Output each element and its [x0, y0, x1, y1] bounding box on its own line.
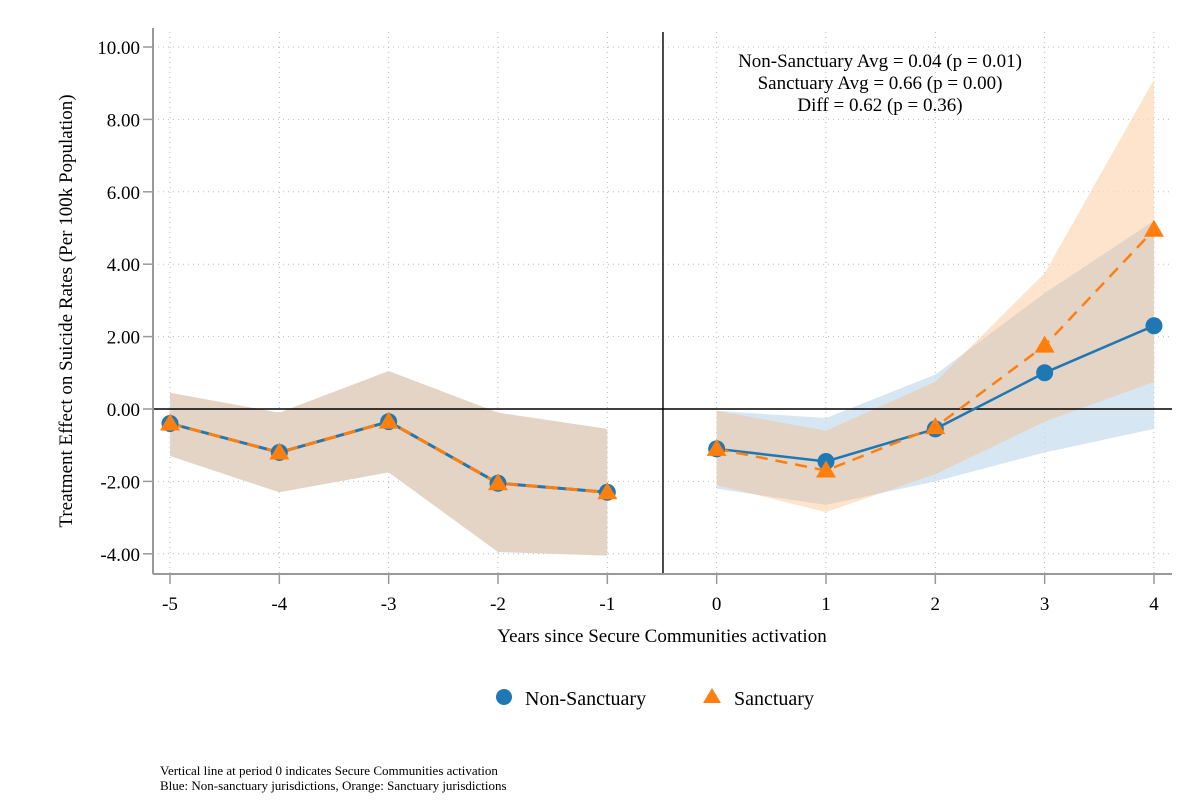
marker-sanctuary: [160, 413, 180, 431]
x-tick-label: -4: [271, 594, 287, 615]
x-tick-label: 4: [1149, 594, 1159, 615]
x-axis-ticks: -5 -4 -3 -2 -1 0 1 2 3 4: [162, 574, 1159, 615]
confidence-bands: [170, 79, 1154, 556]
series-markers: [160, 219, 1164, 501]
marker-sanctuary: [269, 442, 290, 460]
marker-sanctuary: [1034, 335, 1055, 353]
x-tick-label: -1: [599, 594, 615, 615]
marker-sanctuary: [378, 411, 399, 429]
marker-non-sanctuary: [1036, 364, 1054, 382]
y-tick-label: 8.00: [107, 110, 140, 131]
x-tick-label: 2: [931, 594, 941, 615]
y-tick-label: 4.00: [107, 255, 140, 276]
x-tick-label: 1: [821, 594, 831, 615]
y-tick-label: -2.00: [100, 472, 140, 493]
x-axis-title: Years since Secure Communities activatio…: [497, 626, 827, 647]
y-tick-label: 0.00: [107, 400, 140, 421]
y-tick-label: 2.00: [107, 328, 140, 349]
x-tick-label: -5: [162, 594, 178, 615]
y-tick-label: 10.00: [97, 38, 140, 59]
annotation-line-1: Non-Sanctuary Avg = 0.04 (p = 0.01): [738, 51, 1022, 72]
x-tick-label: 3: [1040, 594, 1050, 615]
marker-sanctuary: [925, 417, 946, 435]
legend-label-sanctuary: Sanctuary: [734, 688, 814, 710]
footnote-line-2: Blue: Non-sanctuary jurisdictions, Orang…: [160, 778, 507, 793]
x-tick-label: -2: [490, 594, 506, 615]
marker-sanctuary: [706, 438, 727, 456]
marker-sanctuary: [487, 473, 508, 491]
marker-non-sanctuary: [1145, 317, 1163, 335]
annotation-line-3: Diff = 0.62 (p = 0.36): [797, 95, 962, 116]
y-tick-label: -4.00: [100, 545, 140, 566]
marker-sanctuary: [1143, 219, 1164, 237]
marker-sanctuary: [815, 460, 836, 478]
legend-marker-non-sanctuary: [496, 689, 512, 705]
ci-band-pre-period: [170, 370, 608, 556]
x-tick-label: 0: [712, 594, 722, 615]
y-axis-ticks: -4.00 -2.00 0.00 2.00 4.00 6.00 8.00 10.00: [97, 38, 153, 566]
legend-marker-sanctuary: [703, 688, 721, 703]
y-tick-label: 6.00: [107, 183, 140, 204]
annotation-line-2: Sanctuary Avg = 0.66 (p = 0.00): [758, 73, 1003, 94]
x-tick-label: -3: [381, 594, 397, 615]
legend-label-non-sanctuary: Non-Sanctuary: [525, 688, 646, 710]
footnote-line-1: Vertical line at period 0 indicates Secu…: [160, 763, 498, 778]
legend: Non-Sanctuary Sanctuary: [496, 688, 814, 710]
ci-band-overlap-post: [716, 220, 1154, 505]
annotation-box: Non-Sanctuary Avg = 0.04 (p = 0.01) Sanc…: [738, 51, 1022, 116]
y-axis-title: Treatment Effect on Suicide Rates (Per 1…: [56, 94, 77, 527]
marker-sanctuary: [597, 482, 618, 500]
